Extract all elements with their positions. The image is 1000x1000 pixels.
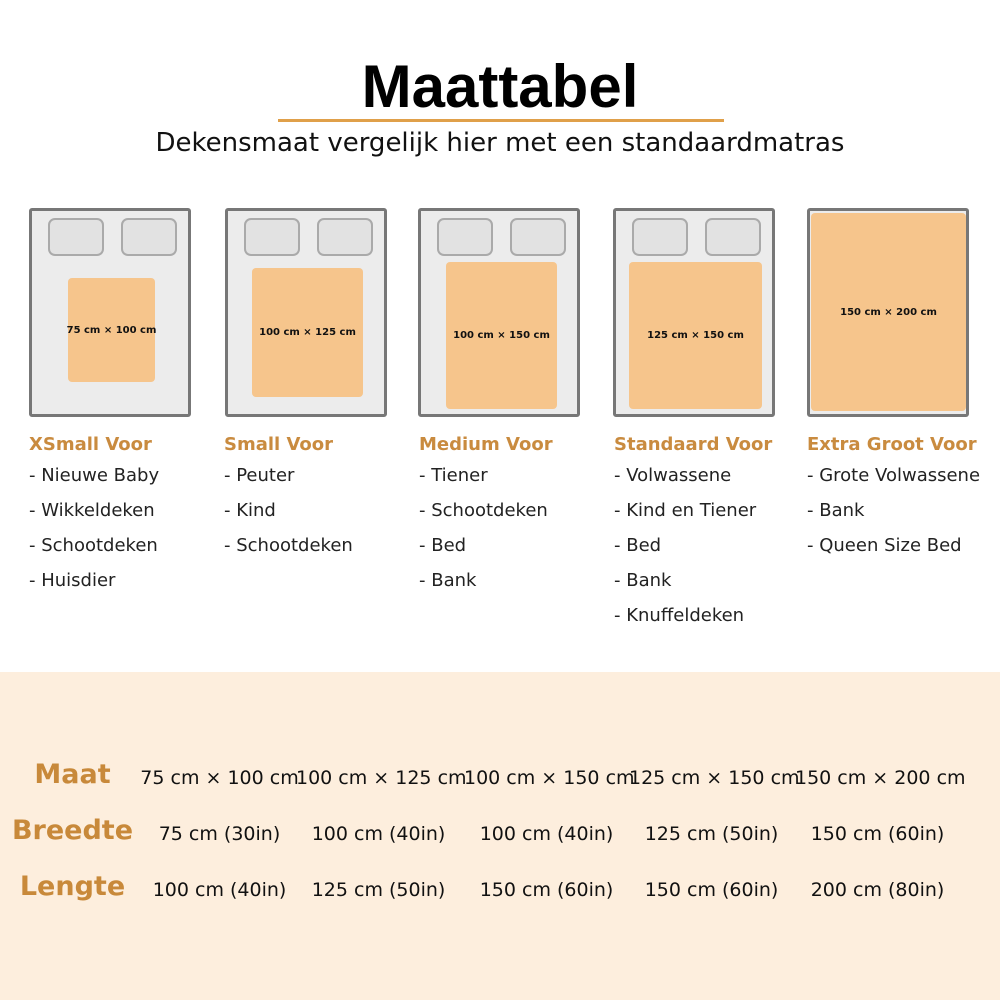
usage-heading: XSmall Voor (29, 434, 152, 455)
usage-item: - Bank (614, 570, 672, 591)
blanket-size: 100 cm × 150 cm (446, 262, 557, 409)
usage-item: - Huisdier (29, 570, 116, 591)
usage-item: - Tiener (419, 465, 488, 486)
usage-item: - Bed (614, 535, 662, 556)
table-cell: 125 cm × 150 cm (629, 767, 800, 789)
usage-item: - Schootdeken (224, 535, 353, 556)
pillow-icon (48, 218, 104, 256)
usage-item: - Wikkeldeken (29, 500, 155, 521)
usage-item: - Peuter (224, 465, 295, 486)
table-cell: 75 cm (30in) (158, 823, 281, 845)
usage-item: - Schootdeken (419, 500, 548, 521)
pillow-icon (510, 218, 566, 256)
table-cell: 75 cm × 100 cm (140, 767, 299, 789)
usage-item: - Grote Volwassene (807, 465, 981, 486)
table-cell: 100 cm × 125 cm (296, 767, 467, 789)
size-usage-column: Small Voor - Peuter - Kind - Schootdeken (224, 434, 414, 570)
table-cell: 150 cm × 200 cm (795, 767, 966, 789)
table-cell: 150 cm (60in) (810, 823, 945, 845)
pillow-icon (121, 218, 177, 256)
table-cell: 125 cm (50in) (311, 879, 446, 901)
table-row-label: Maat (34, 759, 111, 790)
usage-item: - Bed (419, 535, 467, 556)
pillow-icon (632, 218, 688, 256)
bed-diagram: 100 cm × 150 cm (418, 208, 580, 417)
table-cell: 125 cm (50in) (644, 823, 779, 845)
title-underline (278, 119, 724, 122)
bed-diagram: 150 cm × 200 cm (807, 208, 969, 417)
table-cell: 100 cm (40in) (479, 823, 614, 845)
table-cell: 100 cm × 150 cm (464, 767, 635, 789)
usage-heading: Medium Voor (419, 434, 553, 455)
usage-item: - Nieuwe Baby (29, 465, 160, 486)
usage-item: - Queen Size Bed (807, 535, 962, 556)
bed-diagram: 100 cm × 125 cm (225, 208, 387, 417)
pillow-icon (244, 218, 300, 256)
blanket-size-label: 100 cm × 150 cm (453, 330, 550, 341)
bed-diagram: 75 cm × 100 cm (29, 208, 191, 417)
size-usage-column: Medium Voor - Tiener - Schootdeken - Bed - … (419, 434, 609, 605)
table-cell: 100 cm (40in) (152, 879, 287, 901)
table-cell: 150 cm (60in) (644, 879, 779, 901)
usage-heading: Small Voor (224, 434, 334, 455)
usage-heading: Standaard Voor (614, 434, 773, 455)
size-usage-column: Extra Groot Voor - Grote Volwassene - Ban… (807, 434, 997, 570)
pillow-icon (317, 218, 373, 256)
size-usage-column: XSmall Voor - Nieuwe Baby - Wikkeldeken - … (29, 434, 219, 605)
blanket-size: 75 cm × 100 cm (66, 278, 157, 382)
usage-item: - Volwassene (614, 465, 732, 486)
page-title: Maattabel (361, 53, 639, 120)
usage-item: - Bank (419, 570, 477, 591)
table-row-label: Lengte (19, 871, 126, 902)
blanket-size-label: 150 cm × 200 cm (840, 306, 937, 318)
blanket-size: 150 cm × 200 cm (811, 213, 966, 411)
table-cell: 100 cm (40in) (311, 823, 446, 845)
blanket-size-label: 125 cm × 150 cm (647, 330, 744, 341)
blanket-size: 125 cm × 150 cm (629, 262, 762, 409)
pillow-icon (705, 218, 761, 256)
usage-item: - Kind en Tiener (614, 500, 757, 521)
usage-item: - Schootdeken (29, 535, 158, 556)
blanket-size: 100 cm × 125 cm (252, 268, 363, 397)
page-subtitle: Dekensmaat vergelijk hier met een standa… (155, 128, 845, 158)
usage-heading: Extra Groot Voor (807, 434, 977, 455)
usage-item: - Knuffeldeken (614, 605, 745, 626)
usage-item: - Kind (224, 500, 276, 521)
table-cell: 150 cm (60in) (479, 879, 614, 901)
table-cell: 200 cm (80in) (810, 879, 945, 901)
bed-diagram: 125 cm × 150 cm (613, 208, 775, 417)
blanket-size-label: 100 cm × 125 cm (259, 327, 356, 338)
blanket-size-label: 75 cm × 100 cm (66, 324, 157, 336)
size-usage-column: Standaard Voor - Volwassene - Kind en Tie… (614, 434, 804, 640)
table-row-label: Breedte (11, 815, 134, 846)
size-table (0, 672, 1000, 1000)
usage-item: - Bank (807, 500, 865, 521)
pillow-icon (437, 218, 493, 256)
